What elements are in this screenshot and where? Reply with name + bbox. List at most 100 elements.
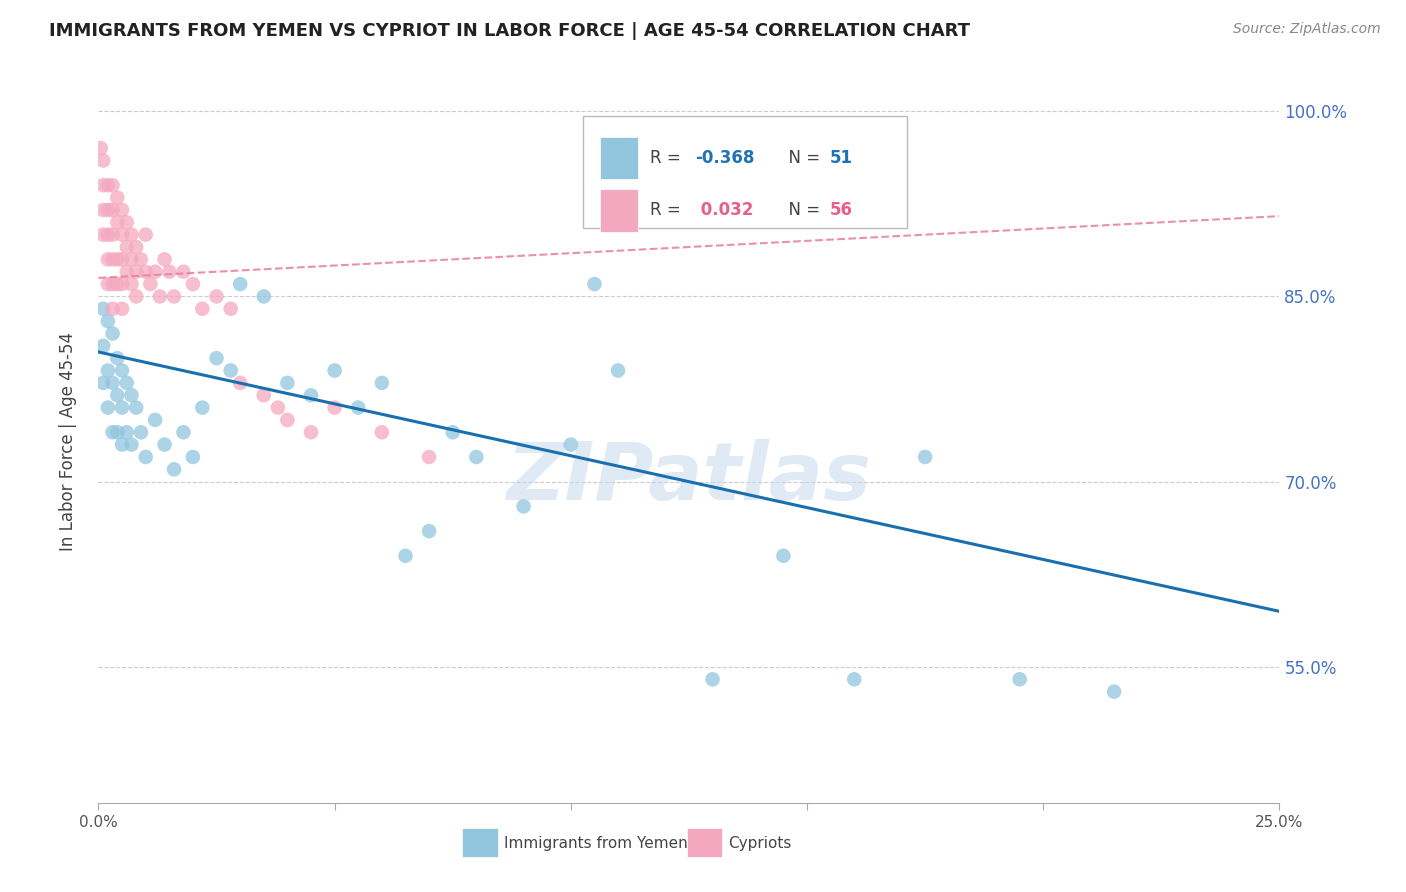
Point [191,301,214,316]
Point [607,363,630,377]
Point [143,413,166,427]
Point [111,437,134,451]
Point [91,202,114,217]
Point [163,462,186,476]
Point [135,450,157,464]
Point [253,289,276,303]
Point [101,178,124,193]
Point [125,401,148,415]
Point [97,202,120,217]
Point [91,153,114,168]
Point [101,425,124,440]
Text: 51: 51 [830,149,852,167]
Point [111,252,134,267]
Text: R =: R = [650,149,686,167]
Point [111,363,134,377]
Point [121,437,143,451]
Point [105,215,128,229]
Point [129,252,152,267]
Point [129,425,152,440]
Point [253,388,276,402]
Point [157,265,180,279]
Point [121,277,143,291]
Point [105,252,128,267]
Point [219,363,242,377]
Point [105,191,128,205]
Point [115,215,138,229]
Point [702,673,724,687]
FancyBboxPatch shape [600,189,638,232]
Point [441,425,464,440]
Point [97,252,120,267]
Point [512,500,534,514]
Point [323,401,346,415]
Point [135,227,157,242]
Point [91,301,114,316]
Point [121,227,143,242]
Point [1102,684,1125,698]
Point [181,277,204,291]
FancyBboxPatch shape [582,116,907,228]
Point [111,301,134,316]
FancyBboxPatch shape [686,828,723,857]
Point [560,437,582,451]
Text: 56: 56 [830,202,852,219]
Point [91,178,114,193]
Point [143,265,166,279]
Point [125,240,148,254]
Y-axis label: In Labor Force | Age 45-54: In Labor Force | Age 45-54 [59,332,77,551]
Point [267,401,290,415]
Text: 0.032: 0.032 [695,202,754,219]
Point [101,376,124,390]
Point [115,265,138,279]
Point [115,240,138,254]
Point [97,314,120,328]
Point [105,351,128,366]
Point [347,401,370,415]
Point [101,277,124,291]
Point [394,549,416,563]
FancyBboxPatch shape [600,136,638,179]
Point [111,401,134,415]
Point [465,450,488,464]
Point [153,437,176,451]
Point [105,388,128,402]
Text: N =: N = [778,202,825,219]
Text: Cypriots: Cypriots [728,836,792,851]
Text: Source: ZipAtlas.com: Source: ZipAtlas.com [1233,22,1381,37]
Point [111,202,134,217]
Point [101,252,124,267]
Point [101,202,124,217]
Text: N =: N = [778,149,825,167]
Point [105,277,128,291]
Point [219,301,242,316]
Point [229,277,252,291]
Point [101,326,124,341]
Point [163,289,186,303]
Point [276,413,298,427]
Point [97,178,120,193]
Point [111,277,134,291]
Point [101,227,124,242]
Point [139,277,162,291]
Point [91,339,114,353]
Point [276,376,298,390]
Point [125,289,148,303]
Point [121,388,143,402]
Point [371,425,394,440]
Point [115,425,138,440]
FancyBboxPatch shape [463,828,498,857]
Point [418,524,440,538]
Text: IMMIGRANTS FROM YEMEN VS CYPRIOT IN LABOR FORCE | AGE 45-54 CORRELATION CHART: IMMIGRANTS FROM YEMEN VS CYPRIOT IN LABO… [49,22,970,40]
Text: R =: R = [650,202,686,219]
Text: Immigrants from Yemen: Immigrants from Yemen [503,836,688,851]
Point [149,289,172,303]
Point [97,401,120,415]
Point [772,549,794,563]
Point [172,425,194,440]
Point [323,363,346,377]
Point [1008,673,1031,687]
Point [371,376,394,390]
Point [172,265,194,279]
Point [115,376,138,390]
